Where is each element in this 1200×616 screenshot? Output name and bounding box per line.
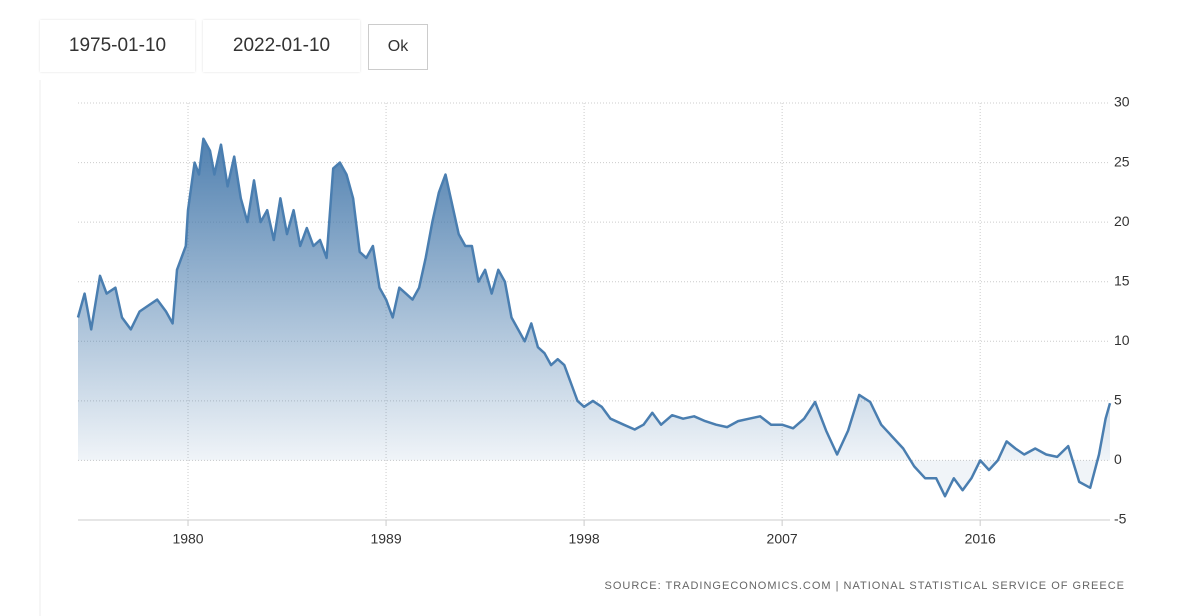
area [78,138,1110,497]
y-tick-label: -5 [1114,511,1127,527]
line [76,137,1112,498]
y-tick-label: 30 [1114,94,1130,110]
x-tick-label: 1989 [370,531,401,547]
end-date-input[interactable]: 2022-01-10 [203,20,360,72]
y-tick-label: 10 [1114,332,1130,348]
y-tick-label: 15 [1114,272,1130,288]
x-tick-label: 2007 [767,531,798,547]
y-tick-label: 5 [1114,392,1122,408]
source: SOURCE: TRADINGECONOMICS.COM | NATIONAL … [605,580,1125,592]
ok-button[interactable]: Ok [368,24,428,70]
start-date-input[interactable]: 1975-01-10 [40,20,195,72]
x-tick-label: 2016 [965,531,996,547]
y-tick-label: 20 [1114,213,1130,229]
x-tick-label: 1980 [172,531,203,547]
x-tick-label: 1998 [569,531,600,547]
y-tick-label: 25 [1114,153,1130,169]
y-tick-label: 0 [1114,451,1122,467]
